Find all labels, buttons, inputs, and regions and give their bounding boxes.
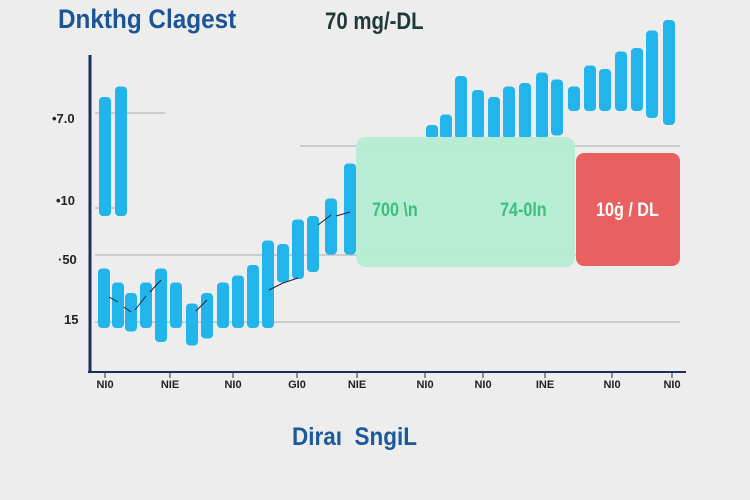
- bar: [292, 219, 304, 279]
- bar: [201, 293, 213, 339]
- bar: [568, 86, 580, 111]
- bar: [584, 65, 596, 111]
- connector-line: [134, 295, 147, 311]
- x-tick-label: NI0: [224, 379, 241, 391]
- bar: [426, 125, 438, 139]
- bar: [536, 72, 548, 139]
- x-tick-label: INE: [536, 379, 554, 391]
- connector-line: [123, 306, 132, 313]
- x-tick-label: NI0: [603, 379, 620, 391]
- x-tick-label: NIE: [348, 379, 366, 391]
- chart-title: Dnkthg Clagest: [58, 4, 237, 34]
- y-tick-label: •10: [56, 193, 75, 208]
- bar: [615, 51, 627, 111]
- unit-label: 70 mg/-DL: [325, 8, 424, 35]
- bar: [307, 216, 319, 272]
- connector-line: [317, 214, 332, 226]
- bar: [155, 268, 167, 342]
- bar: [247, 265, 259, 328]
- bar: [115, 86, 127, 216]
- connector-line: [108, 296, 119, 303]
- target-range-box: [356, 137, 575, 267]
- bar: [98, 268, 110, 328]
- annotation-red: 10ġ / DL: [596, 200, 659, 221]
- x-tick-label: NIE: [161, 379, 179, 391]
- x-tick-label: NI0: [96, 379, 113, 391]
- x-tick-label: NI0: [474, 379, 491, 391]
- x-tick-label: NI0: [663, 379, 680, 391]
- bar: [262, 240, 274, 328]
- bar: [488, 97, 500, 139]
- x-tick-label: NI0: [416, 379, 433, 391]
- y-tick-label: 15: [64, 312, 78, 327]
- bar: [217, 282, 229, 328]
- y-tick-label: ·50: [58, 252, 77, 267]
- x-axis-title: Diraı SngiL: [292, 423, 418, 451]
- annotation-green-1: 700 \n: [372, 200, 418, 221]
- connector-line: [149, 279, 162, 293]
- bar: [472, 90, 484, 139]
- bar: [232, 275, 244, 328]
- connector-line: [268, 282, 284, 291]
- bar: [663, 20, 675, 125]
- bar: [503, 86, 515, 139]
- bar: [455, 76, 467, 139]
- connector-line: [335, 211, 351, 217]
- bar: [277, 244, 289, 283]
- bar: [140, 282, 152, 328]
- bar: [519, 83, 531, 139]
- x-tick-label: GI0: [288, 379, 306, 391]
- bar: [99, 97, 111, 216]
- bar: [170, 282, 182, 328]
- bar: [325, 198, 337, 255]
- y-tick-label: •7.0: [52, 111, 75, 126]
- bar: [631, 48, 643, 111]
- bar: [112, 282, 124, 328]
- bar: [125, 293, 137, 332]
- bar: [599, 69, 611, 111]
- bar: [646, 30, 658, 118]
- bar: [551, 79, 563, 136]
- bar: [186, 303, 198, 346]
- connector-line: [195, 299, 208, 312]
- bar: [440, 114, 452, 139]
- bar: [344, 163, 356, 255]
- high-range-box: [576, 153, 680, 266]
- annotation-green-2: 74-0ln: [500, 200, 547, 221]
- connector-line: [282, 277, 299, 284]
